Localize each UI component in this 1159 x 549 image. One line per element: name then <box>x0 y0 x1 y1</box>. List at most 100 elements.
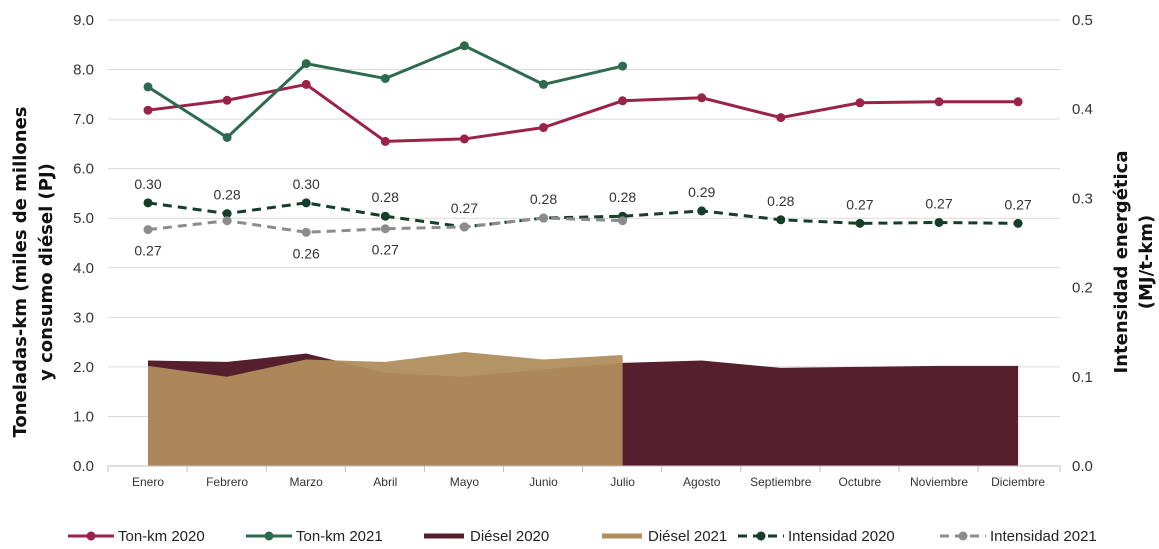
legend-label-diésel-2020: Diésel 2020 <box>470 528 549 545</box>
point-ton-km-2020 <box>539 123 548 133</box>
point-ton-km-2021 <box>143 82 153 92</box>
y-left-tick-label: 3.0 <box>73 309 94 326</box>
data-labels: 0.30 0.28 0.30 0.28 0.27 0.28 0.28 0.29 0.28 0.27… <box>134 176 1032 261</box>
y-left-tick-label: 0.0 <box>73 458 94 475</box>
data-label-intensidad-2020: 0.28 <box>530 191 557 207</box>
point-ton-km-2020 <box>618 96 628 106</box>
point-ton-km-2021 <box>618 61 628 71</box>
data-label-intensidad-2020: 0.28 <box>767 193 794 209</box>
point-intensidad-2020 <box>697 206 707 216</box>
point-ton-km-2020 <box>934 97 944 107</box>
y-axis-right-title-line2: (MJ/t-km) <box>1136 215 1157 309</box>
data-label-intensidad-2021: 0.27 <box>372 242 399 258</box>
axes: Toneladas-km (miles de millones y consum… <box>10 12 1157 489</box>
y-right-tick-label: 0.1 <box>1072 369 1093 386</box>
point-intensidad-2020 <box>934 217 944 227</box>
y-left-tick-label: 2.0 <box>73 359 94 376</box>
data-label-intensidad-2020: 0.27 <box>1004 196 1031 212</box>
legend-marker-intensidad-2020 <box>756 531 766 541</box>
data-label-intensidad-2020: 0.29 <box>688 184 715 200</box>
x-tick-label: Abril <box>373 475 397 489</box>
point-intensidad-2020 <box>855 218 865 228</box>
point-ton-km-2021 <box>380 73 390 83</box>
point-intensidad-2020 <box>222 209 232 219</box>
point-ton-km-2021 <box>539 79 548 89</box>
legend-marker-intensidad-2021 <box>958 531 968 541</box>
data-label-intensidad-2020: 0.28 <box>609 189 636 205</box>
y-axis-left-title-line1: Toneladas-km (miles de millones <box>10 106 31 437</box>
y-left-tick-label: 7.0 <box>73 111 94 128</box>
data-label-intensidad-2021: 0.26 <box>293 245 320 261</box>
x-tick-label: Julio <box>610 475 635 489</box>
point-intensidad-2021 <box>380 224 390 234</box>
data-label-intensidad-2020: 0.30 <box>134 176 161 192</box>
point-ton-km-2020 <box>301 79 311 89</box>
x-tick-label: Junio <box>529 475 558 489</box>
point-intensidad-2021 <box>301 227 311 237</box>
point-intensidad-2021 <box>539 213 548 223</box>
x-tick-label: Septiembre <box>750 475 812 489</box>
data-label-intensidad-2020: 0.27 <box>925 195 952 211</box>
point-intensidad-2020 <box>143 198 153 208</box>
legend-marker-ton-km-2021 <box>264 531 274 541</box>
data-label-intensidad-2020: 0.30 <box>293 176 320 192</box>
y-axis-right-title-line1: Intensidad energética <box>1111 151 1132 374</box>
point-ton-km-2020 <box>697 93 707 103</box>
point-ton-km-2020 <box>776 113 786 123</box>
point-intensidad-2021 <box>143 225 153 235</box>
x-tick-label: Marzo <box>290 475 324 489</box>
data-label-intensidad-2020: 0.27 <box>846 196 873 212</box>
y-left-tick-label: 9.0 <box>73 12 94 29</box>
legend-label-ton-km-2020: Ton-km 2020 <box>118 528 205 545</box>
point-ton-km-2021 <box>222 132 232 142</box>
point-intensidad-2021 <box>222 216 232 226</box>
y-left-tick-label: 6.0 <box>73 161 94 178</box>
y-right-tick-label: 0.4 <box>1072 101 1093 118</box>
point-intensidad-2021 <box>459 222 469 232</box>
legend-label-intensidad-2021: Intensidad 2021 <box>990 528 1097 545</box>
y-axis-left-title-line2: y consumo diésel (PJ) <box>36 163 57 381</box>
data-label-intensidad-2020: 0.28 <box>372 189 399 205</box>
legend: Ton-km 2020 Ton-km 2021 Diésel 2020 Diésel … <box>68 528 1097 545</box>
y-right-tick-label: 0.3 <box>1072 190 1093 207</box>
x-tick-label: Diciembre <box>991 475 1045 489</box>
point-ton-km-2021 <box>459 41 469 51</box>
diesel-areas <box>148 352 1019 466</box>
series-lines <box>143 41 1023 237</box>
point-intensidad-2021 <box>618 216 628 226</box>
point-ton-km-2021 <box>301 59 311 69</box>
x-tick-label: Octubre <box>839 475 882 489</box>
y-right-tick-label: 0.0 <box>1072 458 1093 475</box>
legend-label-diésel-2021: Diésel 2021 <box>648 528 727 545</box>
point-ton-km-2020 <box>380 136 390 146</box>
x-tick-label: Agosto <box>683 475 721 489</box>
legend-label-intensidad-2020: Intensidad 2020 <box>788 528 895 545</box>
y-left-tick-label: 1.0 <box>73 408 94 425</box>
y-left-tick-label: 4.0 <box>73 260 94 277</box>
point-ton-km-2020 <box>459 134 469 144</box>
legend-label-ton-km-2021: Ton-km 2021 <box>296 528 383 545</box>
point-intensidad-2020 <box>301 198 311 208</box>
point-ton-km-2020 <box>222 95 232 105</box>
line-intensidad-2020 <box>147 201 1019 229</box>
data-label-intensidad-2020: 0.28 <box>213 187 240 203</box>
x-tick-label: Febrero <box>206 475 248 489</box>
area-diésel-2021 <box>148 352 623 466</box>
line-ton-km-2020 <box>147 82 1019 143</box>
point-ton-km-2020 <box>855 98 865 108</box>
data-label-intensidad-2021: 0.27 <box>134 243 161 259</box>
y-right-tick-label: 0.2 <box>1072 280 1093 297</box>
x-tick-label: Enero <box>132 475 164 489</box>
point-ton-km-2020 <box>143 105 153 115</box>
point-intensidad-2020 <box>776 215 786 225</box>
x-tick-label: Mayo <box>450 475 480 489</box>
point-intensidad-2020 <box>1013 218 1023 228</box>
legend-marker-ton-km-2020 <box>86 531 96 541</box>
point-ton-km-2020 <box>1013 97 1023 107</box>
y-left-tick-label: 5.0 <box>73 210 94 227</box>
point-intensidad-2020 <box>380 211 390 221</box>
x-tick-label: Noviembre <box>910 475 968 489</box>
y-left-tick-label: 8.0 <box>73 62 94 79</box>
